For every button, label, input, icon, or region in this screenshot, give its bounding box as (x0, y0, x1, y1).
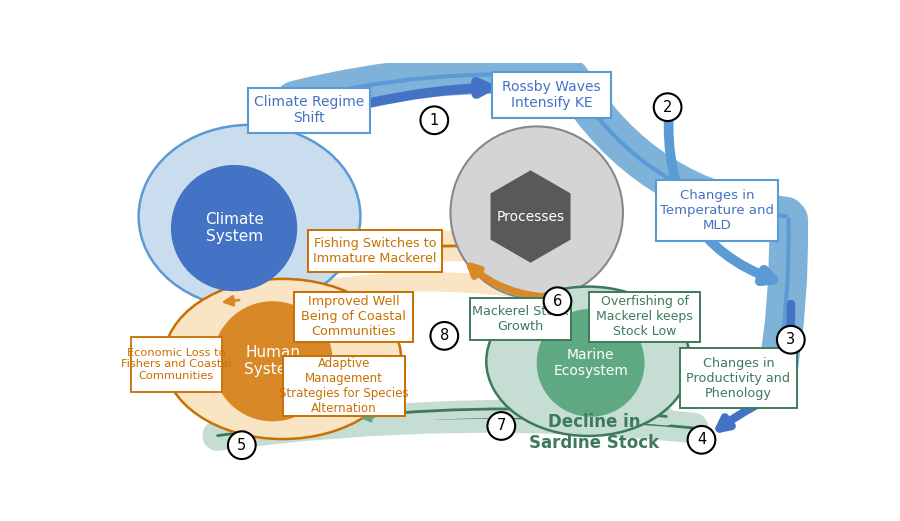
Text: Changes in
Productivity and
Phenology: Changes in Productivity and Phenology (687, 357, 790, 400)
FancyArrowPatch shape (364, 82, 489, 104)
FancyBboxPatch shape (248, 88, 370, 132)
FancyBboxPatch shape (491, 72, 611, 118)
FancyArrowPatch shape (224, 296, 239, 305)
FancyArrowPatch shape (571, 79, 786, 216)
Text: 1: 1 (429, 113, 439, 128)
FancyArrowPatch shape (218, 246, 527, 300)
Text: 5: 5 (238, 438, 247, 453)
FancyArrowPatch shape (218, 417, 693, 436)
Circle shape (488, 412, 515, 440)
Text: 6: 6 (553, 294, 562, 309)
Text: 4: 4 (697, 432, 706, 448)
FancyBboxPatch shape (680, 348, 797, 408)
Circle shape (653, 93, 681, 121)
Text: Rossby Waves
Intensify KE: Rossby Waves Intensify KE (502, 80, 600, 110)
Ellipse shape (486, 287, 690, 436)
Text: Economic Loss to
Fishers and Coastal
Communities: Economic Loss to Fishers and Coastal Com… (122, 348, 231, 381)
FancyArrowPatch shape (218, 417, 693, 436)
FancyArrowPatch shape (364, 413, 374, 421)
Circle shape (212, 301, 333, 421)
FancyBboxPatch shape (130, 337, 221, 392)
FancyArrowPatch shape (396, 258, 405, 266)
Text: Human
System: Human System (244, 345, 302, 378)
Circle shape (544, 288, 572, 315)
Text: Changes in
Temperature and
MLD: Changes in Temperature and MLD (660, 189, 774, 232)
Text: Climate Regime
Shift: Climate Regime Shift (254, 95, 364, 126)
FancyArrowPatch shape (356, 409, 666, 416)
FancyArrowPatch shape (294, 74, 566, 101)
Circle shape (228, 431, 256, 459)
FancyArrowPatch shape (471, 266, 554, 297)
Text: Fishing Switches to
Immature Mackerel: Fishing Switches to Immature Mackerel (313, 237, 436, 265)
Circle shape (536, 309, 644, 417)
Circle shape (430, 322, 458, 350)
FancyArrowPatch shape (218, 246, 527, 300)
FancyArrowPatch shape (767, 371, 777, 382)
Ellipse shape (139, 125, 360, 308)
FancyArrowPatch shape (179, 304, 215, 369)
Text: Mackerel Stock
Growth: Mackerel Stock Growth (472, 305, 569, 333)
Text: Adaptive
Management
Strategies for Species
Alternation: Adaptive Management Strategies for Speci… (279, 357, 409, 415)
FancyBboxPatch shape (284, 356, 405, 416)
FancyArrowPatch shape (781, 304, 791, 370)
FancyArrowPatch shape (571, 79, 786, 216)
Text: Processes: Processes (497, 209, 564, 224)
Circle shape (451, 127, 623, 299)
Text: Marine
Ecosystem: Marine Ecosystem (554, 348, 628, 378)
Polygon shape (491, 170, 571, 263)
Text: 7: 7 (497, 418, 506, 433)
Text: 3: 3 (787, 332, 796, 347)
Ellipse shape (164, 279, 401, 439)
Text: Overfishing of
Mackerel keeps
Stock Low: Overfishing of Mackerel keeps Stock Low (596, 295, 693, 338)
FancyBboxPatch shape (308, 230, 443, 272)
FancyArrowPatch shape (669, 110, 773, 281)
FancyArrowPatch shape (235, 431, 249, 441)
FancyBboxPatch shape (293, 292, 413, 342)
FancyBboxPatch shape (471, 298, 571, 340)
FancyArrowPatch shape (218, 282, 527, 316)
FancyBboxPatch shape (656, 180, 778, 241)
Circle shape (171, 165, 297, 291)
FancyArrowPatch shape (776, 219, 788, 383)
Text: 8: 8 (440, 328, 449, 343)
FancyArrowPatch shape (356, 409, 666, 416)
Circle shape (777, 326, 805, 354)
FancyArrowPatch shape (719, 400, 765, 429)
FancyBboxPatch shape (589, 292, 700, 342)
Text: Improved Well
Being of Coastal
Communities: Improved Well Being of Coastal Communiti… (301, 295, 406, 338)
FancyArrowPatch shape (179, 304, 215, 369)
FancyArrowPatch shape (776, 219, 788, 383)
Text: Climate
System: Climate System (204, 212, 264, 244)
Circle shape (420, 106, 448, 134)
Text: Decline in
Sardine Stock: Decline in Sardine Stock (529, 413, 660, 452)
Circle shape (688, 426, 716, 454)
Text: 2: 2 (663, 100, 672, 115)
FancyArrowPatch shape (294, 74, 566, 101)
